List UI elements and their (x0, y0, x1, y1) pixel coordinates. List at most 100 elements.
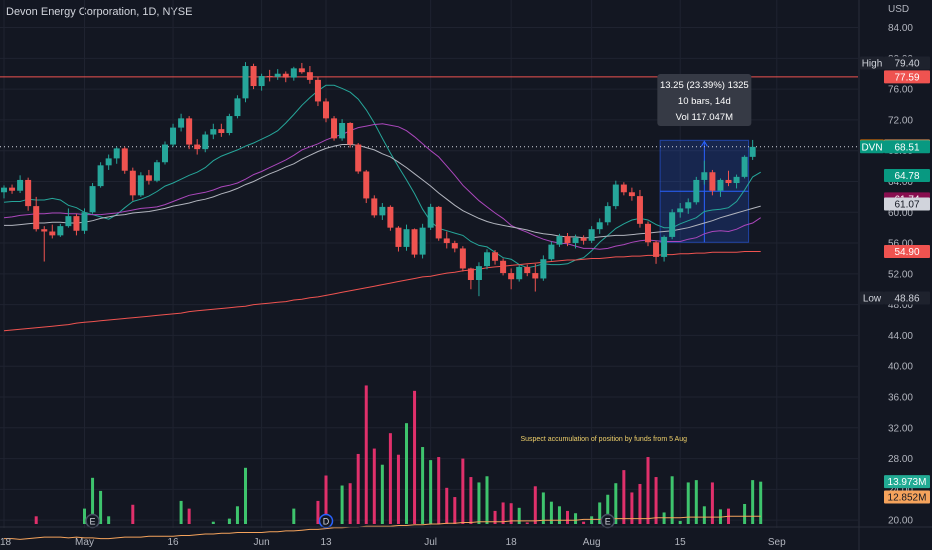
candle-body (508, 273, 515, 280)
volume-bar (445, 487, 449, 524)
x-tick-label: Jun (254, 537, 270, 548)
candle-body (628, 192, 635, 197)
volume-bar (437, 457, 441, 524)
candle-body (242, 66, 249, 99)
tooltip-line: 10 bars, 14d (678, 96, 731, 107)
candle-body (17, 179, 24, 191)
candle-body (73, 216, 80, 231)
candle-body (661, 236, 668, 257)
volume-bar (517, 507, 521, 524)
candle-body (612, 184, 619, 207)
volume-bar (509, 503, 513, 524)
candle-body (282, 73, 289, 78)
volume-bar (388, 433, 392, 524)
volume-bar (549, 501, 553, 524)
candle-body (451, 243, 458, 249)
measure-arrowhead (700, 140, 708, 147)
candle-body (97, 165, 104, 187)
price-tag (884, 197, 930, 211)
price-tag-label-bg (860, 56, 884, 70)
x-tick-label: 18 (0, 537, 12, 548)
volume-bar (372, 448, 376, 524)
price-tag-label-bg (860, 140, 884, 154)
candle-body (25, 179, 32, 207)
candle-body (749, 146, 756, 157)
volume-bar (751, 480, 755, 524)
y-tick-label: 40.00 (888, 362, 913, 373)
volume-bar (670, 476, 674, 524)
price-tag (884, 245, 930, 259)
candle-body (540, 259, 547, 279)
volume-bar (477, 482, 481, 524)
x-tick-label: Aug (583, 537, 601, 548)
volume-bar (461, 458, 465, 524)
price-tag-value: 68.51 (894, 142, 919, 153)
volume-bar (566, 510, 569, 524)
volume-bar (686, 482, 690, 524)
moving-average-line (4, 144, 761, 239)
candle-body (202, 134, 209, 150)
volume-bar (316, 500, 320, 524)
x-tick-label: Jul (424, 537, 437, 548)
volume-bar (630, 492, 634, 524)
candle-body (314, 79, 321, 102)
volume-bar (678, 520, 682, 524)
price-tag (884, 140, 930, 154)
candle-body (645, 223, 651, 243)
volume-bar (533, 486, 537, 524)
candle-body (1, 187, 7, 193)
candle-body (170, 127, 177, 145)
volume-bar (646, 457, 650, 524)
candle-body (250, 66, 257, 87)
candle-body (427, 206, 434, 228)
moving-average-line (4, 515, 761, 540)
volume-bar (235, 506, 239, 524)
price-tag (884, 56, 930, 70)
candle-body (653, 242, 660, 257)
y-tick-label: 36.00 (888, 393, 913, 404)
volume-bar (638, 483, 642, 524)
candle-body (121, 148, 128, 171)
volume-bar (244, 467, 247, 524)
x-tick-label: 18 (506, 537, 518, 548)
candle-body (387, 206, 394, 228)
candle-body (693, 179, 700, 203)
candle-body (137, 175, 144, 196)
candle-body (604, 206, 611, 223)
moving-average-line (3, 84, 761, 269)
y-tick-label: 64.00 (888, 177, 913, 188)
volume-bar (34, 516, 38, 524)
volume-bar (211, 521, 215, 524)
y-tick-label: 20.00 (888, 516, 913, 527)
volume-bar (91, 477, 95, 524)
volume-bar (622, 470, 626, 524)
price-tag (884, 475, 930, 489)
candle-body (596, 222, 603, 230)
volume-bar (99, 490, 103, 524)
candle-body (556, 236, 563, 245)
candle-body (33, 206, 40, 230)
price-tag (884, 168, 930, 182)
candle-body (65, 216, 72, 227)
candle-body (41, 229, 48, 232)
candle-body (226, 116, 233, 133)
candle-body (274, 73, 281, 77)
volume-bar (702, 506, 706, 524)
volume-bar (614, 483, 618, 524)
y-tick-label: 44.00 (888, 331, 913, 342)
currency-label: USD (888, 4, 910, 15)
price-tag (884, 490, 930, 504)
chart-title: Devon Energy Corporation, 1D, NYSE (6, 6, 193, 18)
candle-body (395, 227, 402, 247)
candle-body (258, 76, 265, 87)
volume-bar (83, 508, 86, 524)
candle-body (57, 226, 64, 236)
candle-body (113, 148, 120, 159)
price-tag-value: 79.40 (894, 58, 919, 69)
candle-body (234, 98, 241, 117)
candle-body (411, 229, 418, 255)
candle-body (371, 198, 378, 216)
candle-body (459, 248, 466, 269)
tooltip-line: 13.25 (23.39%) 1325 (660, 80, 749, 91)
